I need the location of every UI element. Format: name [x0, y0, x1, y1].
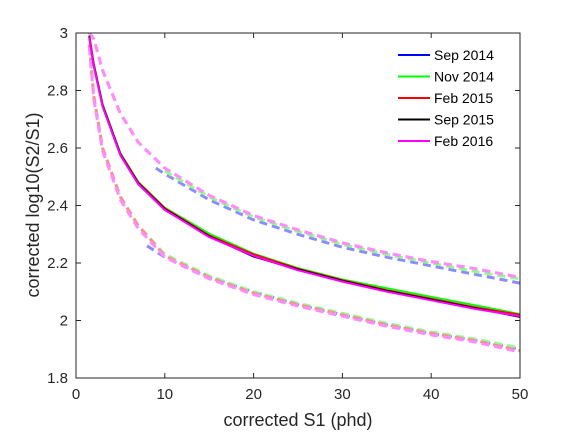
axis-tick-labels: 0 10 20 30 40 50 1.8 2 2.2 2.4 2.6 2.8 3	[47, 25, 528, 403]
legend-label-sep-2014: Sep 2014	[434, 47, 494, 63]
y-tick-label: 2	[60, 313, 68, 330]
x-tick-label: 0	[72, 386, 80, 403]
legend-label-sep-2015: Sep 2015	[434, 112, 494, 128]
x-tick-label: 10	[156, 386, 173, 403]
y-tick-label: 3	[60, 25, 68, 42]
x-tick-label: 40	[423, 386, 440, 403]
y-tick-label: 2.4	[47, 198, 68, 215]
series-feb-2016-upper-band	[88, 33, 520, 279]
series-feb-2016-lower-band	[87, 47, 520, 354]
y-tick-label: 2.6	[47, 140, 68, 157]
series-sep-2014-upper-band	[155, 166, 520, 285]
legend-label-feb-2016: Feb 2016	[434, 133, 493, 149]
axis-ticks	[75, 32, 521, 379]
y-axis-label: corrected log10(S2/S1)	[23, 112, 43, 297]
legend-label-nov-2014: Nov 2014	[434, 69, 494, 85]
y-tick-label: 2.8	[47, 83, 68, 100]
series-feb-2016-median-line	[88, 37, 520, 318]
x-tick-label: 50	[512, 386, 529, 403]
x-tick-label: 20	[245, 386, 262, 403]
y-tick-label: 2.2	[47, 255, 68, 272]
y-tick-label: 1.8	[47, 370, 68, 387]
data-curves	[87, 33, 520, 354]
legend: Sep 2014 Nov 2014 Feb 2015 Sep 2015 Feb 2016	[389, 40, 515, 158]
legend-label-feb-2015: Feb 2015	[434, 90, 493, 106]
x-axis-label: corrected S1 (phd)	[223, 410, 372, 430]
x-tick-label: 30	[334, 386, 351, 403]
